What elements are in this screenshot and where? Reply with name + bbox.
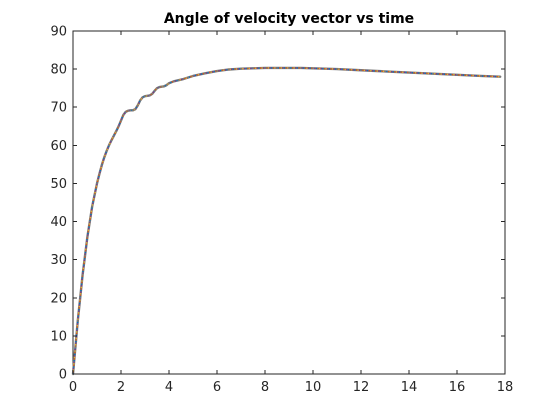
chart-title: Angle of velocity vector vs time: [164, 11, 414, 27]
data-point: [216, 70, 218, 72]
y-axis: 0 10 20 30 40 50 60 70 80 90: [50, 25, 505, 383]
data-point: [108, 144, 110, 147]
plot-area: [71, 30, 506, 376]
y-tick-label: 80: [50, 63, 67, 78]
data-point: [480, 75, 482, 77]
data-point: [110, 139, 113, 142]
data-point: [86, 235, 89, 238]
data-point: [74, 346, 77, 349]
y-tick-label: 90: [50, 25, 67, 40]
data-point: [172, 80, 175, 83]
data-point: [141, 96, 144, 99]
data-point: [499, 75, 502, 78]
data-point: [160, 85, 163, 88]
data-point: [156, 87, 158, 90]
data-point: [91, 205, 94, 208]
data-point: [112, 134, 115, 137]
axes-box: [72, 30, 506, 375]
data-point: [105, 150, 108, 152]
series-line-dots: [72, 67, 501, 375]
data-point: [336, 68, 338, 71]
data-point: [165, 84, 168, 87]
data-point: [129, 109, 132, 112]
y-tick-label: 0: [59, 368, 67, 383]
x-tick-label: 16: [449, 380, 466, 395]
data-point: [88, 220, 91, 223]
y-tick-label: 30: [50, 253, 67, 268]
data-point: [117, 125, 120, 128]
data-point: [134, 108, 137, 111]
data-point: [124, 110, 127, 113]
series-line: [71, 66, 502, 376]
data-point: [192, 75, 194, 77]
data-point: [100, 164, 103, 167]
data-point: [384, 70, 386, 73]
data-point: [122, 113, 125, 116]
y-tick-label: 60: [50, 139, 67, 154]
x-tick-label: 0: [69, 380, 77, 395]
data-point: [204, 72, 206, 75]
data-point: [93, 193, 96, 196]
data-point: [240, 67, 242, 70]
x-tick-label: 10: [305, 380, 322, 395]
x-tick-label: 8: [261, 380, 269, 395]
data-point: [228, 68, 230, 71]
data-point: [163, 85, 166, 88]
x-tick-label: 6: [213, 380, 221, 395]
data-point: [158, 86, 161, 88]
data-point: [264, 67, 266, 69]
data-point: [288, 67, 290, 69]
y-tick-label: 10: [50, 329, 67, 344]
series-line-dots: [72, 67, 501, 375]
series-line-dots: [72, 67, 501, 375]
data-point: [139, 99, 142, 102]
data-point: [456, 73, 458, 76]
data-point: [312, 67, 314, 70]
data-point: [136, 104, 139, 107]
data-point: [132, 109, 134, 112]
data-point: [276, 67, 278, 69]
data-point: [120, 119, 122, 122]
x-tick-label: 12: [353, 380, 370, 395]
data-point: [168, 82, 170, 85]
data-point: [96, 182, 98, 185]
data-point: [146, 94, 149, 97]
data-point: [79, 296, 82, 299]
data-point: [76, 319, 79, 322]
y-tick-label: 50: [50, 177, 67, 192]
data-point: [252, 67, 254, 70]
data-point: [408, 71, 410, 74]
data-point: [144, 95, 146, 98]
series-line-dots: [72, 67, 501, 375]
y-tick-label: 20: [50, 291, 67, 306]
y-tick-label: 40: [50, 215, 67, 230]
data-point: [182, 78, 185, 80]
data-point: [84, 254, 86, 257]
data-point: [103, 156, 106, 159]
data-point: [300, 67, 302, 69]
data-point: [148, 94, 151, 97]
data-point: [432, 72, 434, 75]
data-point: [177, 79, 180, 82]
data-point: [360, 69, 362, 72]
y-tick-label: 70: [50, 101, 67, 116]
x-tick-label: 4: [165, 380, 173, 395]
x-axis: 0 2 4 6 8 10 12 14 16 18: [69, 31, 513, 395]
x-tick-label: 18: [497, 380, 514, 395]
data-point: [127, 109, 130, 112]
data-point: [98, 173, 101, 175]
data-point: [151, 92, 154, 95]
data-point: [153, 89, 156, 92]
x-tick-label: 14: [401, 380, 418, 395]
data-point: [81, 274, 84, 276]
data-point: [187, 76, 190, 79]
data-point: [115, 130, 118, 133]
x-tick-label: 2: [117, 380, 125, 395]
